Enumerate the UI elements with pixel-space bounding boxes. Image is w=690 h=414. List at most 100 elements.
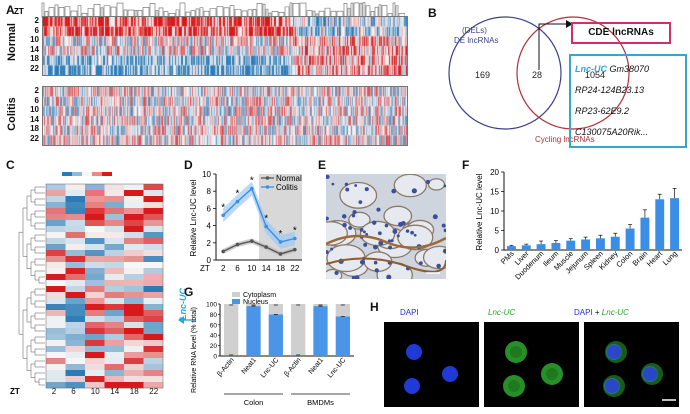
f-bar xyxy=(610,236,620,250)
d-point xyxy=(250,239,254,243)
panel-e-label: E xyxy=(318,158,327,172)
d-point xyxy=(250,186,254,191)
heatmap-a-row-label: 18 xyxy=(30,54,39,64)
d-legend-label: Normal xyxy=(276,174,302,183)
f-bar xyxy=(670,198,680,250)
f-xtick: PMs xyxy=(499,249,516,266)
venn-count-right: 1054 xyxy=(585,70,605,80)
f-bar xyxy=(521,245,531,250)
cde-item-text: RP24-124B23.13 xyxy=(575,85,645,95)
zt-label-c: ZT xyxy=(10,387,20,396)
histology-image xyxy=(326,174,446,279)
d-xtick: 10 xyxy=(247,264,256,273)
panel-h-title-part: DAPI xyxy=(400,308,419,317)
d-point xyxy=(278,240,283,244)
d-point xyxy=(278,252,283,256)
heatmap-c-col-label: 6 xyxy=(71,387,76,396)
g-bar-nucleus xyxy=(335,316,350,356)
f-bar xyxy=(566,240,576,250)
venn-arrow xyxy=(538,23,568,70)
f-ytick: 5 xyxy=(495,227,500,236)
heatmap-colitis xyxy=(42,86,408,146)
venn-set1-label-2: DE lncRNAs xyxy=(454,36,498,45)
g-xtick: Neat1 xyxy=(241,357,258,376)
heatmap-c-col-label: 14 xyxy=(110,387,120,396)
d-ytick: 0 xyxy=(207,256,212,265)
f-bar xyxy=(506,246,516,250)
heatmap-normal xyxy=(42,16,408,76)
venn-count-overlap: 28 xyxy=(532,70,542,80)
g-bar-nucleus xyxy=(224,354,239,356)
heatmap-a-row-label: 6 xyxy=(34,25,39,35)
d-zt-label: ZT xyxy=(200,264,210,273)
heatmap-a-row-label: 10 xyxy=(30,105,39,115)
d-point xyxy=(293,236,297,241)
zt-header: ZT xyxy=(14,7,24,16)
d-xtick: 14 xyxy=(262,264,271,273)
d-series-line xyxy=(222,240,296,255)
d-ytick: 10 xyxy=(202,170,211,179)
group-colitis-label: Colitis xyxy=(6,97,18,131)
fluorescence-images xyxy=(384,322,679,407)
g-bar-nucleus xyxy=(313,306,328,356)
panel-h-title: Lnc-UC xyxy=(488,308,515,317)
d-xtick: 18 xyxy=(276,264,285,273)
d-point xyxy=(221,249,225,254)
venn-circle-de xyxy=(448,16,562,130)
heatmap-a-row-label: 10 xyxy=(30,35,39,45)
panel-h-title: DAPI xyxy=(400,308,419,317)
g-ytick: 80 xyxy=(210,312,218,319)
panel-h-title-part: Lnc-UC xyxy=(601,308,629,317)
f-bar xyxy=(536,244,546,250)
heatmap-a-row-label: 22 xyxy=(30,134,39,143)
f-ytick: 10 xyxy=(490,207,499,216)
d-sig-mark: * xyxy=(279,229,283,240)
cde-list-item: RP24-124B23.13 xyxy=(575,80,681,101)
f-ylabel: Relative Lnc-UC level xyxy=(475,173,484,250)
panel-h-title: DAPI + Lnc-UC xyxy=(574,308,629,317)
cde-item-text: C130075A20Rik... xyxy=(575,127,649,137)
cde-item-text: RP23-62E9.2 xyxy=(575,106,630,116)
bar-chart-f: 05101520PMsLiverDuodenumIleumMuscleJejun… xyxy=(475,168,682,281)
d-sig-mark: * xyxy=(221,202,225,213)
heatmap-c-col-label: 18 xyxy=(129,387,139,396)
d-xtick: 2 xyxy=(221,264,226,273)
f-xtick: Lung xyxy=(661,249,679,267)
d-point xyxy=(293,247,297,252)
f-ytick: 15 xyxy=(490,188,499,197)
g-xtick: Lnc-UC xyxy=(327,357,348,380)
panel-g-label: G xyxy=(184,285,194,299)
g-legend-label: Cytoplasm xyxy=(243,292,276,299)
heatmap-a-row-label: 14 xyxy=(30,44,39,54)
g-xtick: Neat1 xyxy=(308,357,325,376)
g-bar-cytoplasm xyxy=(291,304,306,355)
heatmap-a-row-label: 2 xyxy=(34,16,39,25)
panel-c-label: C xyxy=(6,158,15,172)
panel-f-label: F xyxy=(462,158,470,172)
g-xtick: Lnc-UC xyxy=(260,357,281,380)
heatmap-c-col-label: 22 xyxy=(149,387,159,396)
panel-b-label: B xyxy=(428,6,437,20)
g-bar-cytoplasm xyxy=(335,304,350,317)
heatmap-a-row-label: 18 xyxy=(30,124,39,134)
d-sig-mark: * xyxy=(293,226,297,237)
cde-highlight: Lnc-UC xyxy=(575,64,607,74)
d-sig-mark: * xyxy=(236,189,240,200)
g-legend-label: Nucleus xyxy=(243,299,269,306)
cde-item-text: Gm38070 xyxy=(607,64,650,74)
heatmap-a-row-label: 6 xyxy=(34,95,39,105)
f-bar xyxy=(625,228,635,250)
d-series-line xyxy=(222,187,295,243)
venn-set1-label-1: (DELs) xyxy=(462,26,487,35)
d-xtick: 22 xyxy=(290,264,299,273)
d-sig-mark: * xyxy=(250,176,254,187)
panel-h-title-part: DAPI xyxy=(574,308,593,317)
g-group-label: BMDMs xyxy=(307,398,334,407)
f-bar xyxy=(655,199,665,250)
d-point xyxy=(221,213,225,218)
cde-list-item: Lnc-UC Gm38070 xyxy=(575,59,681,80)
heatmap-c xyxy=(18,172,196,389)
d-ytick: 4 xyxy=(207,222,212,231)
f-ytick: 20 xyxy=(490,168,499,177)
